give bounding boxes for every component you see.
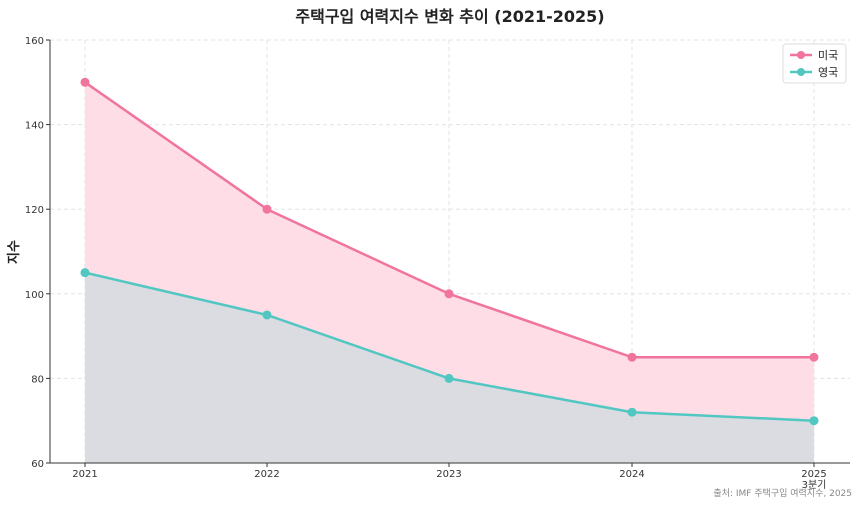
y-tick-label: 120 — [25, 205, 44, 216]
y-axis-label: 지수 — [7, 240, 22, 264]
y-tick-label: 140 — [25, 121, 44, 132]
x-tick-label: 2025 3분기 — [801, 469, 826, 491]
x-tick-label: 2022 — [254, 469, 279, 480]
point-us — [627, 352, 637, 362]
point-us — [80, 77, 90, 87]
y-tick-label: 160 — [25, 36, 44, 47]
y-tick-label: 100 — [25, 290, 44, 301]
point-us — [262, 204, 272, 214]
legend-label-uk: 영국 — [818, 66, 838, 79]
y-tick-label: 80 — [31, 374, 44, 385]
point-us — [809, 352, 819, 362]
point-uk — [262, 310, 272, 320]
point-uk — [444, 373, 454, 383]
point-uk — [627, 407, 637, 417]
point-uk — [80, 268, 90, 278]
point-uk — [809, 416, 819, 426]
x-tick-label: 2024 — [619, 469, 644, 480]
x-tick-label: 2021 — [72, 469, 97, 480]
x-tick-label: 2023 — [436, 469, 461, 480]
point-us — [444, 289, 454, 299]
legend-marker-uk — [797, 68, 805, 76]
legend-label-us: 미국 — [818, 49, 838, 62]
y-tick-label: 60 — [31, 459, 44, 470]
chart-title: 주택구입 여력지수 변화 추이 (2021-2025) — [295, 7, 604, 26]
axes: 60 80 100 120 140 160 2021 2022 2023 2024 2025 3분기 — [25, 36, 850, 491]
legend-marker-us — [797, 51, 805, 59]
data-points — [80, 77, 819, 426]
source-note: 출처: IMF 주택구입 여력지수, 2025 — [713, 487, 852, 499]
